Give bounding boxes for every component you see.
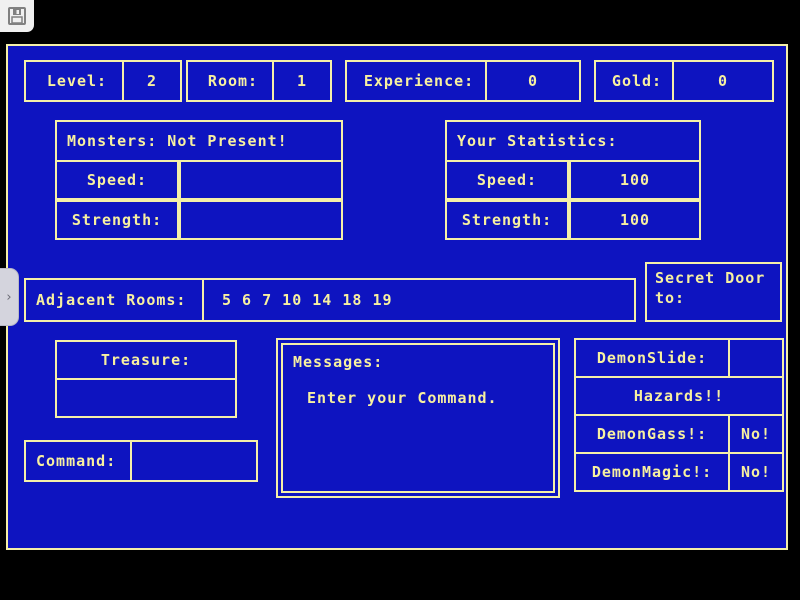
adjacent-rooms-value: 5 6 7 10 14 18 19 — [202, 278, 636, 322]
game-panel: Level: 2 Room: 1 Experience: 0 Gold: 0 M… — [6, 44, 788, 550]
demongass-label: DemonGass!: — [574, 414, 730, 454]
hazards-title: Hazards!! — [574, 376, 784, 416]
monster-strength-value — [179, 200, 343, 240]
demongass-value: No! — [728, 414, 784, 454]
monster-strength-label: Strength: — [55, 200, 179, 240]
player-speed-value: 100 — [569, 160, 701, 200]
player-strength-label: Strength: — [445, 200, 569, 240]
secret-door-box: Secret Door to: — [645, 262, 782, 322]
room-value: 1 — [272, 60, 332, 102]
messages-panel: Messages: Enter your Command. — [276, 338, 560, 498]
command-input[interactable] — [130, 440, 258, 482]
adjacent-rooms-label: Adjacent Rooms: — [24, 278, 204, 322]
level-label: Level: — [24, 60, 130, 102]
command-label: Command: — [24, 440, 132, 482]
demonmagic-label: DemonMagic!: — [574, 452, 730, 492]
top-toolbar — [0, 0, 800, 36]
experience-label: Experience: — [345, 60, 493, 102]
save-button[interactable] — [0, 0, 34, 32]
demonslide-value — [728, 338, 784, 378]
treasure-label: Treasure: — [55, 340, 237, 380]
monster-speed-value — [179, 160, 343, 200]
messages-title: Messages: — [293, 353, 384, 371]
treasure-value — [55, 378, 237, 418]
messages-line-1: Enter your Command. — [307, 389, 498, 407]
secret-door-line1: Secret Door — [655, 269, 766, 287]
level-value: 2 — [122, 60, 182, 102]
statistics-title: Your Statistics: — [445, 120, 701, 162]
monsters-title: Monsters: Not Present! — [55, 120, 343, 162]
player-speed-label: Speed: — [445, 160, 569, 200]
demonslide-label: DemonSlide: — [574, 338, 730, 378]
gold-label: Gold: — [594, 60, 680, 102]
expand-panel-handle[interactable]: › — [0, 268, 19, 326]
floppy-save-icon — [7, 6, 27, 26]
player-strength-value: 100 — [569, 200, 701, 240]
room-label: Room: — [186, 60, 280, 102]
demonmagic-value: No! — [728, 452, 784, 492]
monster-speed-label: Speed: — [55, 160, 179, 200]
experience-value: 0 — [485, 60, 581, 102]
secret-door-line2: to: — [655, 289, 686, 307]
gold-value: 0 — [672, 60, 774, 102]
